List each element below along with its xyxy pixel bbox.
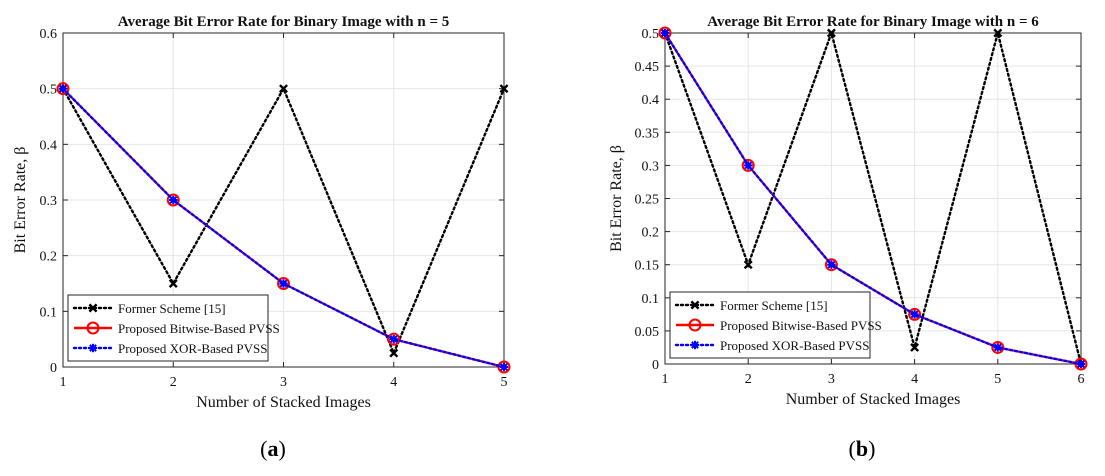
x-tick-label: 4 (390, 375, 397, 390)
y-tick-label: 0 (50, 361, 57, 376)
data-point (743, 260, 753, 270)
y-tick-label: 0.6 (40, 27, 58, 42)
data-point (910, 343, 920, 352)
legend-marker-1 (86, 321, 100, 335)
y-tick-label: 0.05 (635, 325, 660, 340)
caption-b-letter: b (855, 436, 869, 461)
chart-b: 1 2 3 4 5 6 0 0.05 0.1 0.15 0.2 0.25 0.3 0.35 0.4 0.45 0… (608, 14, 1088, 408)
legend-marker-1 (688, 318, 702, 332)
chart-a: 1 2 3 4 5 0 0.1 0.2 0.3 0.4 0.5 0.6 Average Bit Erro… (12, 14, 511, 411)
caption-a-letter: a (267, 436, 279, 461)
legend-marker-0 (88, 303, 98, 313)
y-tick-label: 0.4 (40, 138, 58, 153)
data-point (389, 334, 398, 344)
data-point (993, 28, 1003, 38)
y-tick-label: 0.3 (642, 159, 660, 174)
legend-label-1: Proposed Bitwise-Based PVSS (118, 321, 280, 336)
data-point (908, 307, 922, 321)
series-line-0 (663, 28, 1083, 366)
y-tick-label: 0.4 (642, 93, 660, 108)
legend-label-0: Former Scheme [15] (118, 301, 226, 316)
data-point (824, 258, 838, 272)
y-tick-label: 0.45 (635, 60, 660, 75)
legend: Former Scheme [15] Proposed Bitwise-Based… (67, 294, 280, 362)
x-tick-label: 5 (501, 375, 508, 390)
data-point (497, 360, 511, 374)
data-point (499, 362, 509, 372)
y-tick-label: 0.25 (635, 193, 660, 208)
x-tick-label: 3 (280, 375, 287, 390)
x-tick-label: 2 (745, 372, 752, 387)
legend-marker-2 (88, 343, 98, 353)
series-0 (58, 84, 509, 358)
data-point (991, 340, 1005, 354)
legend: Former Scheme [15] Proposed Bitwise-Based… (669, 291, 882, 359)
data-point (56, 82, 70, 96)
y-tick-label: 0.5 (40, 83, 58, 98)
data-point (169, 195, 178, 205)
data-point (279, 279, 288, 288)
data-point (910, 310, 919, 319)
y-tick-label: 0.2 (40, 250, 58, 265)
x-tick-label: 3 (828, 372, 835, 387)
chart-title: Average Bit Error Rate for Binary Image … (118, 14, 450, 30)
data-point (1076, 359, 1086, 369)
data-point (168, 279, 178, 288)
data-point (387, 332, 401, 346)
legend-label-1: Proposed Bitwise-Based PVSS (720, 318, 882, 333)
data-point (58, 84, 68, 93)
legend-label-2: Proposed XOR-Based PVSS (118, 341, 268, 356)
legend-label-0: Former Scheme [15] (720, 298, 828, 313)
data-point (277, 277, 290, 290)
data-point (279, 84, 288, 94)
data-point (993, 343, 1002, 352)
x-axis-label: Number of Stacked Images (196, 394, 371, 411)
series-2 (58, 84, 509, 372)
y-tick-label: 0 (652, 358, 659, 373)
chart-panel-a: 1 2 3 4 5 0 0.1 0.2 0.3 0.4 0.5 0.6 Average Bit Erro… (0, 0, 560, 430)
data-point (389, 348, 399, 358)
x-tick-label: 6 (1078, 372, 1085, 387)
series-2 (660, 28, 1086, 369)
y-tick-label: 0.3 (40, 194, 58, 209)
x-tick-label: 2 (170, 375, 177, 390)
data-point (827, 260, 836, 269)
data-point (658, 26, 672, 40)
data-point (499, 84, 509, 94)
caption-b: (b) (848, 436, 876, 461)
legend-marker-2 (690, 340, 700, 350)
x-axis-label: Number of Stacked Images (786, 391, 961, 408)
y-tick-label: 0.2 (642, 226, 660, 241)
series-line-2 (663, 31, 1083, 366)
y-tick-label: 0.1 (642, 292, 660, 307)
y-axis-label: Bit Error Rate, β (608, 145, 625, 252)
data-point (826, 28, 836, 38)
data-point (166, 193, 180, 207)
data-point (660, 28, 670, 38)
x-tick-label: 1 (60, 375, 67, 390)
data-point (744, 161, 753, 170)
x-tick-label: 5 (994, 372, 1001, 387)
y-tick-label: 0.35 (635, 126, 660, 141)
data-point (741, 158, 755, 172)
x-tick-label: 1 (662, 372, 669, 387)
x-tick-label: 4 (911, 372, 918, 387)
chart-panel-b: 1 2 3 4 5 6 0 0.05 0.1 0.15 0.2 0.25 0.3 0.35 0.4 0.45 0… (560, 0, 1105, 430)
legend-marker-0 (690, 300, 700, 310)
caption-a: (a) (260, 436, 286, 461)
legend-label-2: Proposed XOR-Based PVSS (720, 338, 870, 353)
y-axis-label: Bit Error Rate, β (12, 147, 29, 254)
chart-title: Average Bit Error Rate for Binary Image … (707, 14, 1039, 30)
y-tick-label: 0.15 (635, 259, 660, 274)
y-tick-label: 0.1 (40, 305, 58, 320)
y-tick-label: 0.5 (642, 27, 660, 42)
